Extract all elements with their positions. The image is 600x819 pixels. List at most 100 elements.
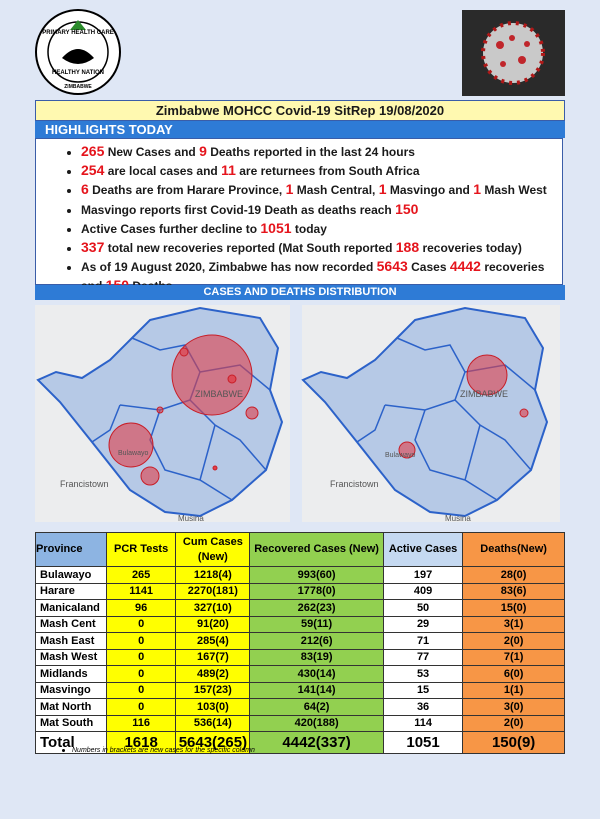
table-cell: Mat North xyxy=(35,698,107,716)
table-cell: 103(0) xyxy=(175,698,251,716)
table-cell: 157(23) xyxy=(175,681,251,699)
highlight-number: 150 xyxy=(395,200,419,217)
highlight-text: New Cases and xyxy=(104,145,200,159)
table-cell: 114 xyxy=(382,714,464,732)
table-cell: 1618 xyxy=(105,731,177,754)
map-label: Musina xyxy=(445,514,471,523)
highlight-number: 1 xyxy=(378,181,387,198)
map-label: Francistown xyxy=(330,479,379,489)
table-cell: 0 xyxy=(105,615,177,633)
table-cell: 3(0) xyxy=(462,698,565,716)
column-header: Recovered Cases (New) xyxy=(249,532,384,567)
highlight-number: 254 xyxy=(81,162,105,179)
table-cell: Midlands xyxy=(35,665,107,683)
table-row: Mash West 0 167(7) 83(19) 77 7(1) xyxy=(35,648,565,666)
virus-image xyxy=(462,10,565,96)
highlight-text: total new recoveries reported (Mat South… xyxy=(104,241,396,256)
highlight-item: 254 are local cases and 11 are returnees… xyxy=(81,161,551,180)
highlight-number: 1 xyxy=(473,181,481,198)
table-cell: 59(11) xyxy=(249,615,384,633)
table-cell: Masvingo xyxy=(35,681,107,699)
table-cell: 77 xyxy=(382,648,464,666)
logo-bottom: ZIMBABWE xyxy=(64,84,92,90)
table-cell: 141(14) xyxy=(249,681,384,699)
table-cell: 64(2) xyxy=(249,698,384,716)
table-cell: 489(2) xyxy=(175,665,251,683)
table-cell: Mash West xyxy=(35,648,107,666)
table-cell: 150(9) xyxy=(462,731,565,754)
table-cell: 1218(4) xyxy=(175,566,251,584)
table-cell: 2270(181) xyxy=(175,582,251,600)
table-cell: 28(0) xyxy=(462,566,565,584)
table-row: Bulawayo 265 1218(4) 993(60) 197 28(0) xyxy=(35,566,565,584)
table-cell: Mash East xyxy=(35,632,107,650)
highlight-text: Deaths reported in the last 24 hours xyxy=(206,145,415,159)
logo: PRIMARY HEALTH CARE HEALTHY NATION ZIMBA… xyxy=(35,9,121,95)
data-table: Province PCR Tests Cum Cases (New) Recovere… xyxy=(35,532,565,754)
map-label: Francistown xyxy=(60,479,109,489)
highlight-number: 4442 xyxy=(449,258,481,275)
table-cell: 3(1) xyxy=(462,615,565,633)
highlight-text: Mash West xyxy=(481,183,547,198)
footnote: Numbers in brackets are new cases for th… xyxy=(72,747,255,754)
highlights-heading: HIGHLIGHTS TODAY xyxy=(35,121,565,138)
table-cell: 430(14) xyxy=(249,665,384,683)
table-cell: 327(10) xyxy=(175,599,251,617)
footnote-bullet xyxy=(62,749,65,752)
highlight-item: 337 total new recoveries reported (Mat S… xyxy=(81,238,551,257)
table-cell: Harare xyxy=(35,582,107,600)
column-header: PCR Tests xyxy=(105,532,177,567)
table-cell: 0 xyxy=(105,681,177,699)
table-cell: 83(6) xyxy=(462,582,565,600)
table-cell: 83(19) xyxy=(249,648,384,666)
table-cell: 91(20) xyxy=(175,615,251,633)
table-cell: 212(6) xyxy=(249,632,384,650)
table-cell: 197 xyxy=(382,566,464,584)
table-cell: 96 xyxy=(105,599,177,617)
map-label: Bulawayo xyxy=(118,450,148,457)
header-row: Province PCR Tests Cum Cases (New) Recovere… xyxy=(35,532,565,567)
table-cell: Mat South xyxy=(35,714,107,732)
column-header: Cum Cases (New) xyxy=(175,532,251,567)
highlight-number: 9 xyxy=(199,143,207,159)
table-cell: 420(188) xyxy=(249,714,384,732)
table-cell: 36 xyxy=(382,698,464,716)
table-cell: 15 xyxy=(382,681,464,699)
highlight-number: 5643 xyxy=(376,258,408,275)
highlight-number: 265 xyxy=(81,143,105,159)
table-row: Masvingo 0 157(23) 141(14) 15 1(1) xyxy=(35,681,565,699)
table-cell: Mash Cent xyxy=(35,615,107,633)
table-cell: 5643(265) xyxy=(175,731,251,754)
highlight-text: today xyxy=(291,221,327,236)
table-cell: 0 xyxy=(105,648,177,666)
table-cell: 265 xyxy=(105,566,177,584)
highlight-text: As of 19 August 2020, Zimbabwe has now r… xyxy=(81,260,377,275)
column-header: Deaths(New) xyxy=(462,532,565,567)
highlight-item: Active Cases further decline to 1051 tod… xyxy=(81,219,551,238)
table-cell: 0 xyxy=(105,698,177,716)
table-cell: 2(0) xyxy=(462,714,565,732)
table-body: Bulawayo 265 1218(4) 993(60) 197 28(0) Harare 1… xyxy=(35,566,565,754)
highlight-text: Masvingo reports first Covid-19 Death as… xyxy=(81,202,396,217)
table-row: Mat North 0 103(0) 64(2) 36 3(0) xyxy=(35,698,565,716)
table-cell: 0 xyxy=(105,665,177,683)
table-cell: 4442(337) xyxy=(249,731,384,754)
table-row: Midlands 0 489(2) 430(14) 53 6(0) xyxy=(35,665,565,683)
table-cell: 50 xyxy=(382,599,464,617)
table-cell: 1051 xyxy=(382,731,464,754)
highlight-number: 11 xyxy=(221,162,236,179)
table-cell: 53 xyxy=(382,665,464,683)
table-row: Manicaland 96 327(10) 262(23) 50 15(0) xyxy=(35,599,565,617)
highlight-text: are returnees from South Africa xyxy=(235,164,420,179)
highlight-number: 6 xyxy=(81,181,89,198)
table-cell: 15(0) xyxy=(462,599,565,617)
table-cell: 29 xyxy=(382,615,464,633)
table-cell: 167(7) xyxy=(175,648,251,666)
map-label: Musina xyxy=(178,514,204,523)
title: Zimbabwe MOHCC Covid-19 SitRep 19/08/202… xyxy=(35,100,565,121)
highlight-text: Deaths are from Harare Province, xyxy=(88,183,286,198)
highlights-list: 265 New Cases and 9 Deaths reported in t… xyxy=(36,142,551,296)
table-cell: 409 xyxy=(382,582,464,600)
table-row: Harare 1141 2270(181) 1778(0) 409 83(6) xyxy=(35,582,565,600)
